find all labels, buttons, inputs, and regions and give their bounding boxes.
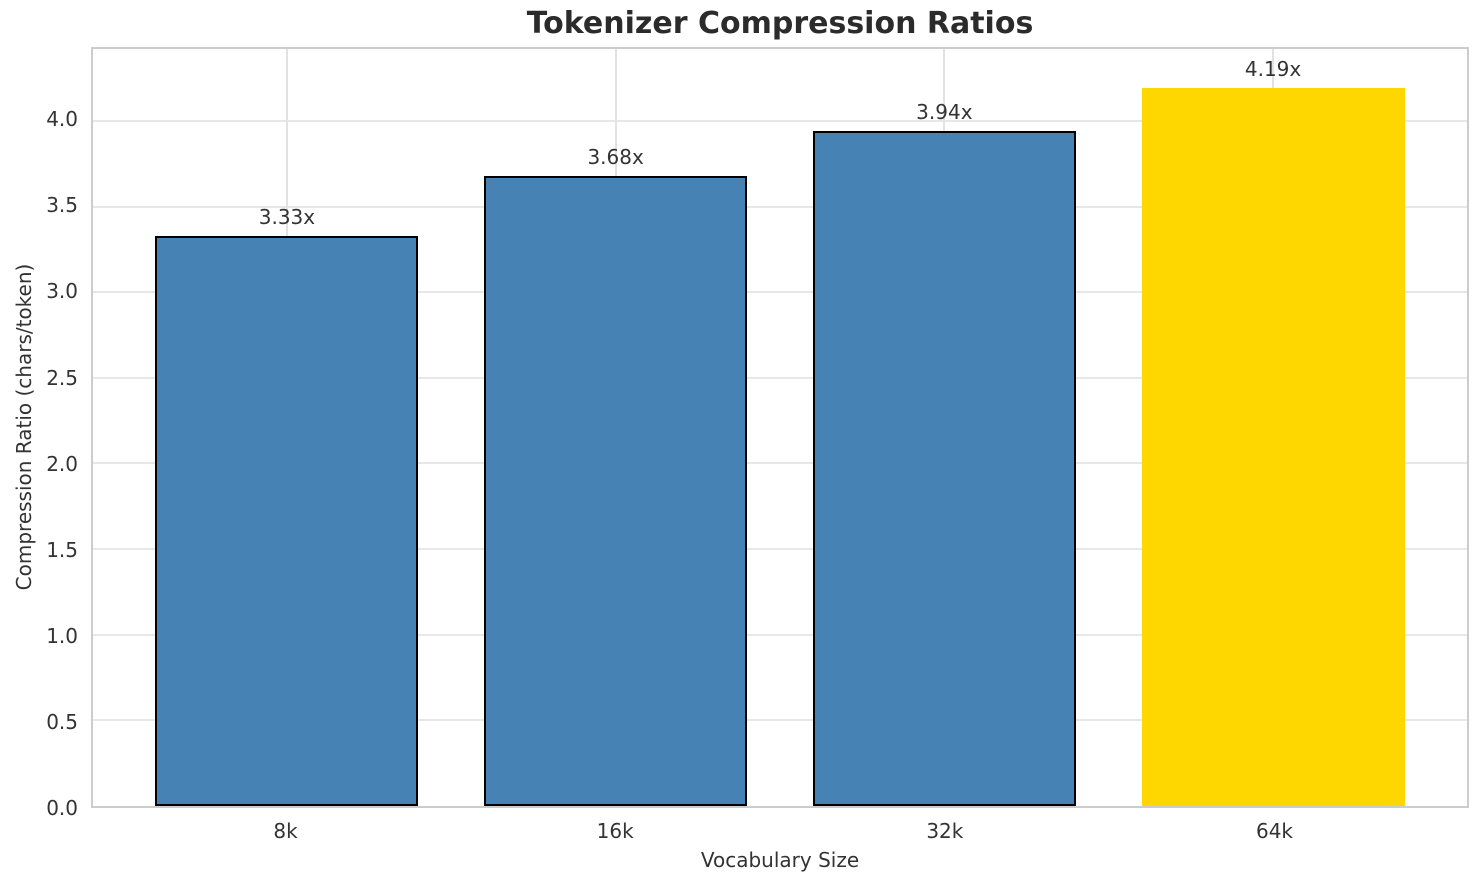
x-tick-label-16k: 16k [596,819,634,843]
horizontal-gridline [93,376,1467,379]
y-tick-label: 0.0 [46,796,78,820]
bar-32k [812,131,1076,806]
bar-value-label-32k: 3.94x [916,100,973,125]
x-tick-label-8k: 8k [273,819,298,843]
horizontal-gridline [93,205,1467,208]
bar-value-label-16k: 3.68x [587,144,644,169]
y-tick-label: 1.0 [46,623,78,648]
horizontal-gridline [93,119,1467,122]
y-tick-label: 0.5 [46,709,78,734]
chart-title: Tokenizer Compression Ratios [526,6,1034,41]
horizontal-gridline [93,719,1467,722]
bar-16k [484,175,748,806]
y-tick-label: 2.0 [46,451,78,476]
x-axis-label: Vocabulary Size [700,848,860,872]
horizontal-gridline [93,462,1467,465]
y-tick-label: 1.5 [46,537,78,562]
plot-area: 3.33x 3.68x 3.94x 4.19x [91,47,1469,808]
horizontal-gridline [93,633,1467,636]
bar-value-label-64k: 4.19x [1244,57,1302,82]
bar-64k [1141,88,1405,806]
y-tick-label: 4.0 [46,107,78,132]
x-tick-label-32k: 32k [926,819,964,843]
horizontal-gridline [93,548,1467,551]
y-tick-label: 3.5 [46,193,78,218]
y-tick-label: 2.5 [46,365,78,390]
horizontal-gridline [93,291,1467,294]
y-tick-label: 3.0 [46,279,78,304]
x-tick-label-64k: 64k [1255,819,1293,843]
bar-8k [155,235,419,806]
bar-value-label-8k: 3.33x [258,204,316,229]
